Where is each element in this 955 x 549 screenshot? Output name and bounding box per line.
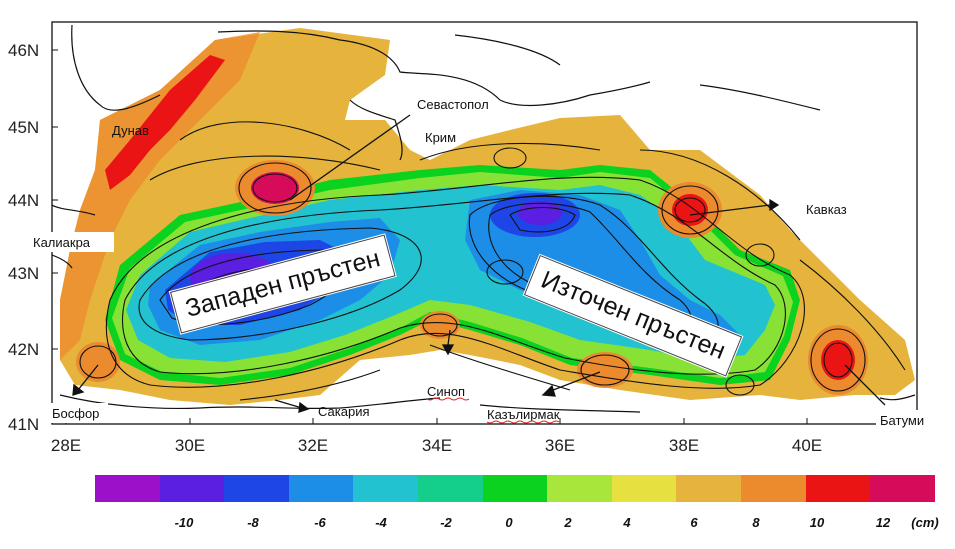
place-krim: Крим	[425, 130, 456, 145]
legend-labels: -10 -8 -6 -4 -2 0 2 4 6 8 10 12 (cm)	[0, 515, 955, 535]
legend-tick-label: -4	[375, 515, 387, 530]
legend-tick-label: -2	[440, 515, 452, 530]
legend-swatch	[353, 475, 419, 502]
lat-label: 46N	[8, 41, 39, 60]
coastline	[52, 24, 916, 413]
lon-label: 38E	[669, 436, 699, 455]
legend-tick-label: 2	[564, 515, 572, 530]
lat-label: 42N	[8, 340, 39, 359]
eddy-batumi-core	[821, 340, 855, 380]
lon-label: 34E	[422, 436, 452, 455]
place-sevastopol: Севастопол	[417, 97, 489, 112]
place-sakaria: Сакария	[318, 404, 370, 419]
place-kaliakra: Калиакра	[33, 235, 91, 250]
legend-tick-label: 0	[505, 515, 513, 530]
legend-tick-label: 6	[690, 515, 698, 530]
legend-tick-label: 4	[623, 515, 631, 530]
legend-swatch	[547, 475, 612, 502]
legend-swatch	[741, 475, 806, 502]
legend-swatch	[805, 475, 871, 502]
legend-unit: (cm)	[911, 515, 939, 530]
place-dunav: Дунав	[112, 123, 149, 138]
spellcheck-underline	[426, 397, 470, 401]
place-batumi: Батуми	[880, 413, 924, 428]
spellcheck-underline	[486, 420, 560, 424]
legend-tick-label: -10	[174, 515, 194, 530]
eastern-gyre-center	[518, 201, 562, 225]
map-frame	[51, 21, 918, 425]
eddy-kavkaz-core	[672, 194, 708, 226]
lat-label: 44N	[8, 191, 39, 210]
legend-swatch	[611, 475, 677, 502]
legend-tick-label: -6	[314, 515, 326, 530]
eddy-kazalirmak	[577, 352, 633, 388]
place-bosfor: Босфор	[52, 406, 99, 421]
lat-label: 45N	[8, 118, 39, 137]
eddy-sevastopol-core	[251, 172, 299, 204]
batumi-label-bg	[876, 410, 930, 430]
kaliakra-label-bg	[28, 232, 114, 252]
legend-tick-label: 8	[752, 515, 760, 530]
legend-swatch	[159, 475, 225, 502]
legend-tick-label: 12	[875, 515, 891, 530]
lat-label: 43N	[8, 264, 39, 283]
legend-swatch	[418, 475, 483, 502]
lon-label: 30E	[175, 436, 205, 455]
color-legend	[95, 475, 935, 502]
lat-label: 41N	[8, 415, 39, 434]
place-sinop: Синоп	[427, 384, 465, 399]
sea-orange-band	[60, 32, 260, 360]
place-kavkaz: Кавказ	[806, 202, 847, 217]
legend-swatch	[288, 475, 354, 502]
sea-red-coast	[105, 55, 225, 190]
eddy-bosfor	[76, 342, 120, 382]
legend-swatch	[870, 475, 935, 502]
bosfor-label-bg	[48, 403, 108, 423]
legend-tick-label: -8	[247, 515, 259, 530]
legend-swatch	[95, 475, 160, 502]
lon-label: 32E	[298, 436, 328, 455]
legend-tick-label: 10	[809, 515, 825, 530]
legend-swatch	[482, 475, 548, 502]
place-kazalirmak: Казълирмак	[487, 407, 560, 422]
flow-arrows	[72, 114, 886, 413]
lon-label: 28E	[51, 436, 81, 455]
legend-swatch	[676, 475, 742, 502]
lon-label: 40E	[792, 436, 822, 455]
legend-swatch	[224, 475, 289, 502]
lon-label: 36E	[545, 436, 575, 455]
